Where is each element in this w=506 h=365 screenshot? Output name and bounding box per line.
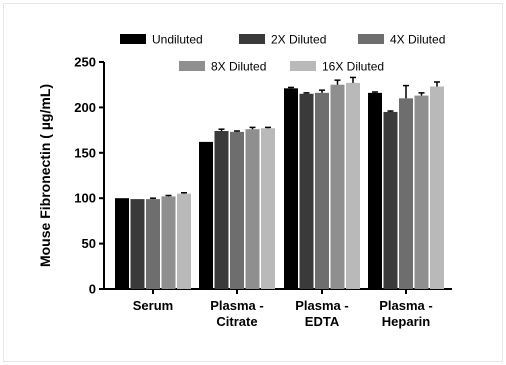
legend-label: 8X Diluted (211, 60, 266, 74)
legend-label: Undiluted (152, 33, 203, 47)
x-tick-label: Heparin (382, 314, 430, 329)
bar (430, 86, 444, 290)
legend-swatch (120, 34, 146, 44)
x-tick-label: Citrate (216, 314, 257, 329)
y-tick-label: 250 (74, 55, 96, 70)
x-tick-label: Plasma - (210, 298, 263, 313)
legend-label: 2X Diluted (271, 33, 326, 47)
bar (315, 92, 329, 289)
bar (368, 92, 382, 289)
y-tick-label: 200 (74, 100, 96, 115)
bar (330, 84, 345, 289)
x-tick-label: EDTA (305, 314, 340, 329)
y-tick-label: 50 (82, 236, 96, 251)
bar (146, 199, 160, 289)
bar (161, 196, 176, 289)
legend-label: 4X Diluted (390, 33, 445, 47)
bar (414, 95, 429, 289)
y-axis-label: Mouse Fibronectin ( µg/mL) (37, 84, 53, 267)
bar (383, 111, 398, 289)
legend-swatch (358, 34, 384, 44)
bar (199, 141, 213, 289)
legend-swatch (290, 61, 316, 71)
bar (245, 129, 260, 289)
y-tick-label: 150 (74, 145, 96, 160)
bar (130, 199, 145, 289)
legend-label: 16X Diluted (322, 60, 384, 74)
bar (399, 98, 413, 289)
bar (115, 198, 129, 289)
y-tick-label: 0 (89, 282, 96, 297)
legend-swatch (239, 34, 265, 44)
bar (177, 193, 191, 289)
bar (284, 88, 298, 289)
x-tick-label: Serum (133, 298, 173, 313)
legend-swatch (179, 61, 205, 71)
bar (299, 93, 314, 289)
x-tick-label: Plasma - (295, 298, 348, 313)
bar (230, 131, 244, 289)
y-tick-label: 100 (74, 191, 96, 206)
bar (346, 82, 360, 289)
bar (261, 128, 275, 289)
x-tick-label: Plasma - (379, 298, 432, 313)
bar (214, 131, 229, 289)
